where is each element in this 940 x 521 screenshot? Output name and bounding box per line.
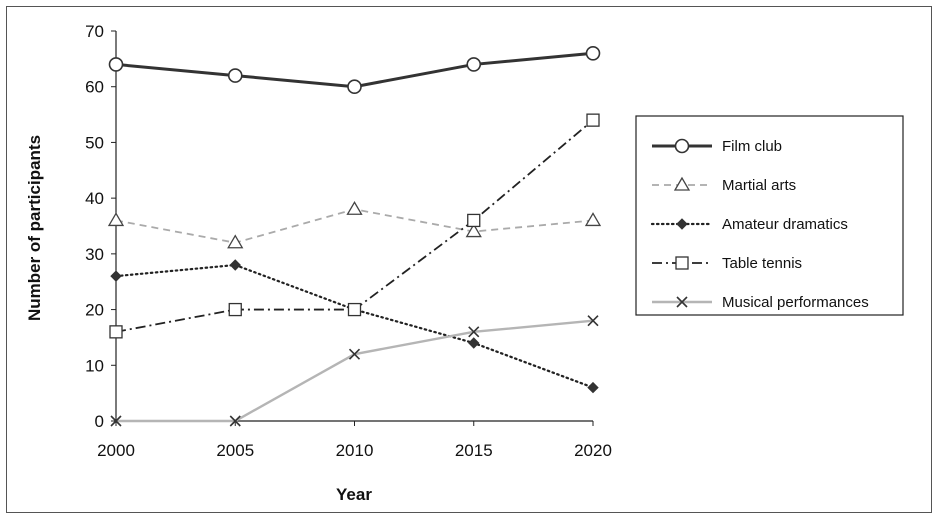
legend-label: Musical performances: [722, 294, 869, 311]
legend-label: Film club: [722, 138, 782, 155]
legend-item-martial-arts: Martial arts: [652, 176, 796, 194]
series-table-tennis: [109, 113, 600, 339]
data-point-film-club: [227, 68, 243, 83]
data-point-musical-performances: [468, 326, 480, 338]
x-tick-label: 2000: [97, 441, 135, 460]
legend-swatch-marker: [676, 296, 688, 308]
x-marker-stroke: [676, 296, 688, 308]
data-point-film-club: [108, 57, 124, 72]
y-tick-label: 40: [85, 189, 104, 208]
legend-swatch-marker: [675, 256, 689, 270]
data-point-musical-performances: [110, 415, 122, 427]
legend-label: Table tennis: [722, 255, 802, 272]
legend-swatch-marker: [673, 176, 691, 191]
y-tick-label: 10: [85, 356, 104, 375]
data-point-film-club: [585, 45, 601, 61]
series-martial-arts: [107, 200, 602, 249]
series-line-table-tennis: [115, 119, 594, 333]
series-group: [107, 45, 602, 427]
y-axis-title: Number of participants: [25, 135, 44, 321]
data-point-martial-arts: [227, 234, 244, 249]
legend-label: Martial arts: [722, 177, 796, 194]
data-point-table-tennis: [586, 113, 600, 127]
data-point-amateur-dramatics: [229, 259, 241, 271]
x-tick-label: 2015: [455, 441, 493, 460]
data-point-table-tennis: [467, 213, 481, 228]
legend-item-film-club: Film club: [652, 138, 782, 155]
data-point-amateur-dramatics: [468, 337, 480, 349]
series-film-club: [108, 45, 601, 95]
legend-item-musical-performances: Musical performances: [652, 294, 869, 311]
y-tick-label: 50: [85, 133, 104, 152]
data-point-table-tennis: [109, 325, 123, 339]
data-point-amateur-dramatics: [110, 270, 122, 282]
y-tick-label: 30: [85, 245, 104, 264]
data-point-martial-arts: [465, 223, 482, 238]
y-tick-labels: 0 10 20 30 40 50 60 70: [85, 22, 116, 431]
x-tick-labels: 2000 2005 2010 2015 2020: [97, 421, 612, 460]
x-marker-stroke: [587, 315, 599, 327]
legend-label: Amateur dramatics: [722, 216, 848, 233]
y-tick-label: 60: [85, 78, 104, 97]
x-axis-title: Year: [336, 485, 372, 504]
y-tick-label: 20: [85, 301, 104, 320]
x-marker-stroke: [110, 415, 122, 427]
series-musical-performances: [110, 315, 599, 427]
y-tick-label: 70: [85, 22, 104, 41]
x-marker-stroke: [468, 326, 480, 338]
x-tick-label: 2005: [216, 441, 254, 460]
legend-item-amateur-dramatics: Amateur dramatics: [650, 216, 848, 233]
data-point-film-club: [466, 57, 482, 72]
data-point-table-tennis: [228, 302, 242, 317]
x-marker-stroke: [229, 415, 241, 427]
legend-swatch-marker: [674, 138, 690, 154]
data-point-musical-performances: [348, 348, 361, 360]
data-point-film-club: [347, 79, 362, 95]
data-point-amateur-dramatics: [587, 381, 599, 394]
data-point-musical-performances: [587, 315, 599, 327]
data-point-martial-arts: [346, 200, 363, 215]
legend: Film club Martial arts Amateur dramatics Ta…: [635, 115, 904, 316]
x-tick-label: 2020: [574, 441, 612, 460]
legend-swatch-marker: [676, 218, 688, 230]
data-point-table-tennis: [347, 302, 362, 317]
x-tick-label: 2010: [336, 441, 374, 460]
series-line-musical-performances: [116, 319, 594, 423]
x-marker-stroke: [348, 348, 361, 360]
data-point-musical-performances: [229, 415, 241, 427]
data-point-martial-arts: [107, 212, 125, 227]
data-point-martial-arts: [584, 212, 602, 227]
legend-item-table-tennis: Table tennis: [652, 255, 802, 272]
y-tick-label: 0: [95, 412, 104, 431]
